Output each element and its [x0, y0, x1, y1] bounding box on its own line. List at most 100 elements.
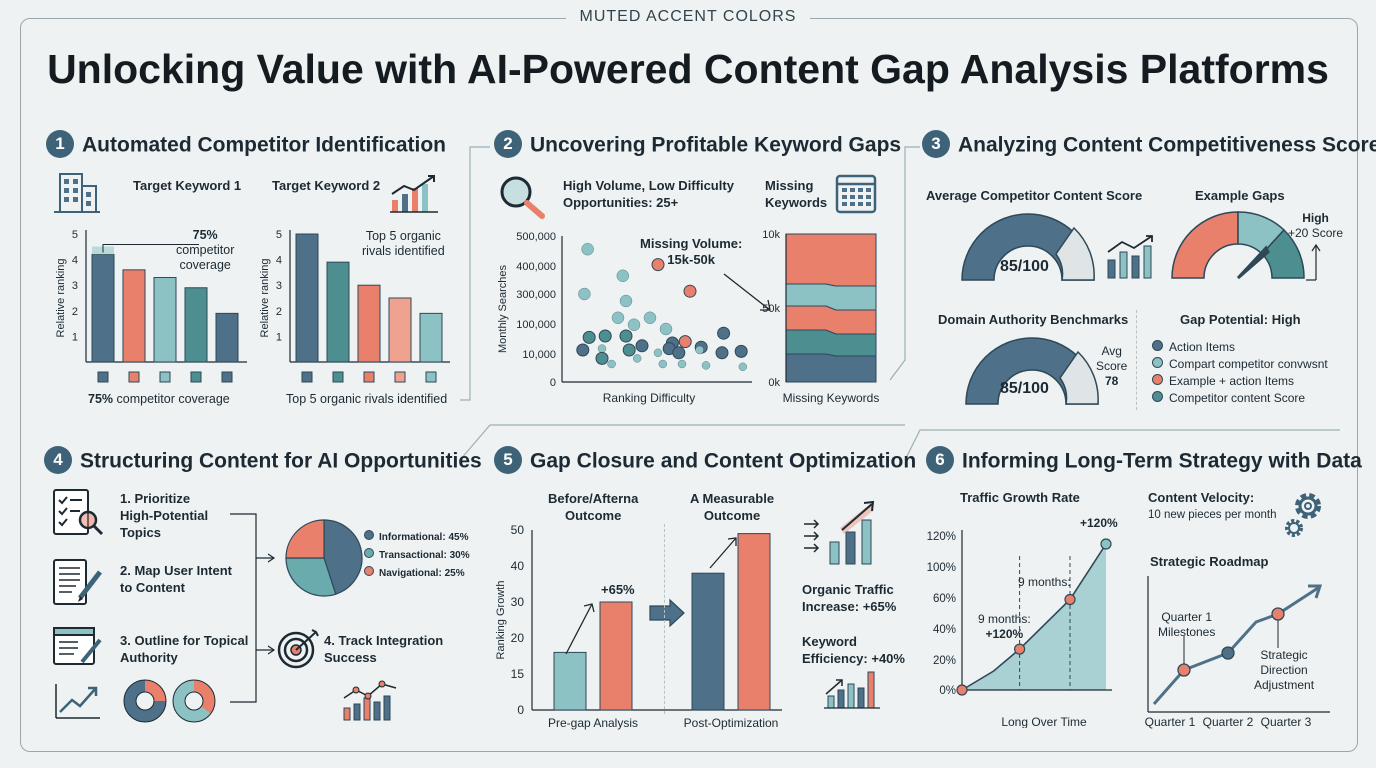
bar-marker: [394, 371, 406, 383]
bar: [215, 312, 239, 363]
callout-arrow: [723, 273, 771, 311]
x-tick-label: Quarter 2: [1203, 715, 1254, 729]
growth-area: [962, 544, 1106, 690]
legend-item: Example + action Items: [1152, 374, 1328, 391]
scatter-point: [659, 322, 673, 336]
keyword-efficiency-label: Keyword Efficiency: +40%: [802, 634, 905, 666]
y-axis-label: Relative ranking: [55, 259, 67, 338]
milestone-point: [1177, 663, 1191, 677]
intent-pie-chart: [285, 519, 363, 597]
scatter-point: [701, 361, 711, 370]
callout-line: [102, 243, 199, 253]
bar: [153, 277, 177, 363]
y-tick-label: 60%: [933, 593, 956, 605]
y-tick-label: 20: [511, 631, 525, 645]
y-tick-label: 3: [276, 280, 282, 292]
bar: [553, 651, 587, 711]
competitor-bar-chart-1: 1 2 3 4 5 Relative ranking: [55, 229, 247, 383]
caption-coverage: 75% competitor coverage: [88, 392, 230, 406]
scatter-point: [643, 311, 657, 324]
y-tick-label: 1: [72, 331, 78, 343]
x-tick-label: Quarter 3: [1261, 715, 1312, 729]
before-after-title: Before/Afterna Outcome: [548, 491, 639, 523]
success-chart-icon: [343, 680, 397, 721]
growth-point: [956, 684, 968, 696]
bar-marker: [159, 371, 171, 383]
section5-divider: [664, 524, 665, 714]
bar: [184, 287, 208, 363]
y-tick-label: 1: [276, 331, 282, 343]
step-connector-lines: [230, 513, 276, 703]
x-tick-label: Post-Optimization: [684, 716, 779, 730]
page-title: Unlocking Value with AI-Powered Content …: [47, 46, 1329, 92]
bar-marker: [301, 371, 313, 383]
pie-slice: [285, 519, 325, 559]
y-tick-label: 5: [276, 229, 282, 241]
scatter-point: [633, 354, 642, 363]
y-tick-label: 40: [511, 559, 525, 573]
scatter-point: [576, 343, 590, 357]
gap-legend: Action Items Compart competitor convwsnt…: [1152, 340, 1328, 408]
pie-slice: [323, 519, 363, 595]
bar: [326, 261, 350, 363]
section-3-title: 3 Analyzing Content Competitiveness Score: [922, 130, 1376, 160]
legend-swatch: [1152, 374, 1163, 385]
score-gauge-1: [961, 213, 1095, 281]
scatter-point: [595, 351, 609, 365]
legend-item: Informational: 45%: [364, 530, 470, 548]
area-band: [785, 353, 877, 383]
y-axis-label: Monthly Searches: [497, 264, 509, 353]
scatter-point: [695, 345, 704, 355]
section-5-title: 5 Gap Closure and Content Optimization: [494, 446, 916, 476]
y-tick-label: 15: [511, 667, 525, 681]
bar-increase-label: +65%: [601, 582, 635, 597]
y-tick-label: 10,000: [522, 349, 556, 361]
scatter-point: [651, 258, 665, 272]
y-axis-label: Ranking Growth: [495, 581, 507, 660]
milestone-point: [1221, 646, 1235, 660]
growth-annotation-1: 9 months: +120%: [978, 612, 1031, 641]
growth-chart-icon: [390, 175, 438, 213]
small-bar-chart-icon: [1107, 235, 1153, 279]
legend-item: Transactional: 30%: [364, 548, 470, 566]
y-tick-label: 10k: [762, 229, 780, 241]
high-score-label: High +20 Score: [1288, 211, 1344, 240]
legend-swatch: [1152, 391, 1163, 402]
opportunities-label: High Volume, Low Difficulty Opportunities…: [563, 178, 734, 210]
y-tick-label: 5: [72, 229, 78, 241]
y-tick-label: 3: [72, 280, 78, 292]
y-tick-label: 100%: [927, 562, 956, 574]
pie-legend: Informational: 45% Transactional: 30% Na…: [364, 530, 470, 584]
scatter-point: [622, 343, 636, 357]
domain-authority-label: Domain Authority Benchmarks: [938, 312, 1129, 327]
trend-line-icon: [55, 684, 100, 719]
scatter-point: [616, 269, 629, 282]
bar-marker: [363, 371, 375, 383]
callout-rivals: Top 5 organic rivals identified: [362, 229, 445, 258]
example-gap-gauge: [1171, 211, 1305, 280]
legend-swatch: [1152, 357, 1163, 368]
milestone-point: [1271, 607, 1285, 621]
outline-browser-icon: [53, 627, 102, 665]
growth-point: [1064, 593, 1076, 606]
keyword-scatter-plot: 500,000 400,000 300,000 100,000 10,000 0 Month…: [497, 231, 752, 405]
callout-coverage: 75% competitor coverage: [176, 228, 235, 272]
y-tick-label: 4: [72, 255, 78, 267]
y-tick-label: 30: [511, 595, 525, 609]
scatter-point: [619, 329, 633, 343]
growth-peak-label: +120%: [1080, 516, 1118, 530]
traffic-growth-title: Traffic Growth Rate: [960, 490, 1080, 505]
section-2-title: 2 Uncovering Profitable Keyword Gaps: [494, 130, 901, 160]
y-tick-label: 2: [276, 306, 282, 318]
legend-swatch: [364, 548, 374, 558]
y-tick-label: 100,000: [516, 319, 556, 331]
bar: [357, 284, 381, 363]
scatter-point: [672, 346, 686, 360]
scatter-point: [597, 344, 607, 353]
section-1-title: 1 Automated Competitor Identification: [46, 130, 446, 160]
scatter-point: [582, 330, 596, 344]
y-tick-label: 40%: [933, 624, 956, 636]
scatter-point: [635, 339, 649, 353]
building-icon: [54, 173, 100, 213]
scatter-point: [658, 359, 667, 369]
